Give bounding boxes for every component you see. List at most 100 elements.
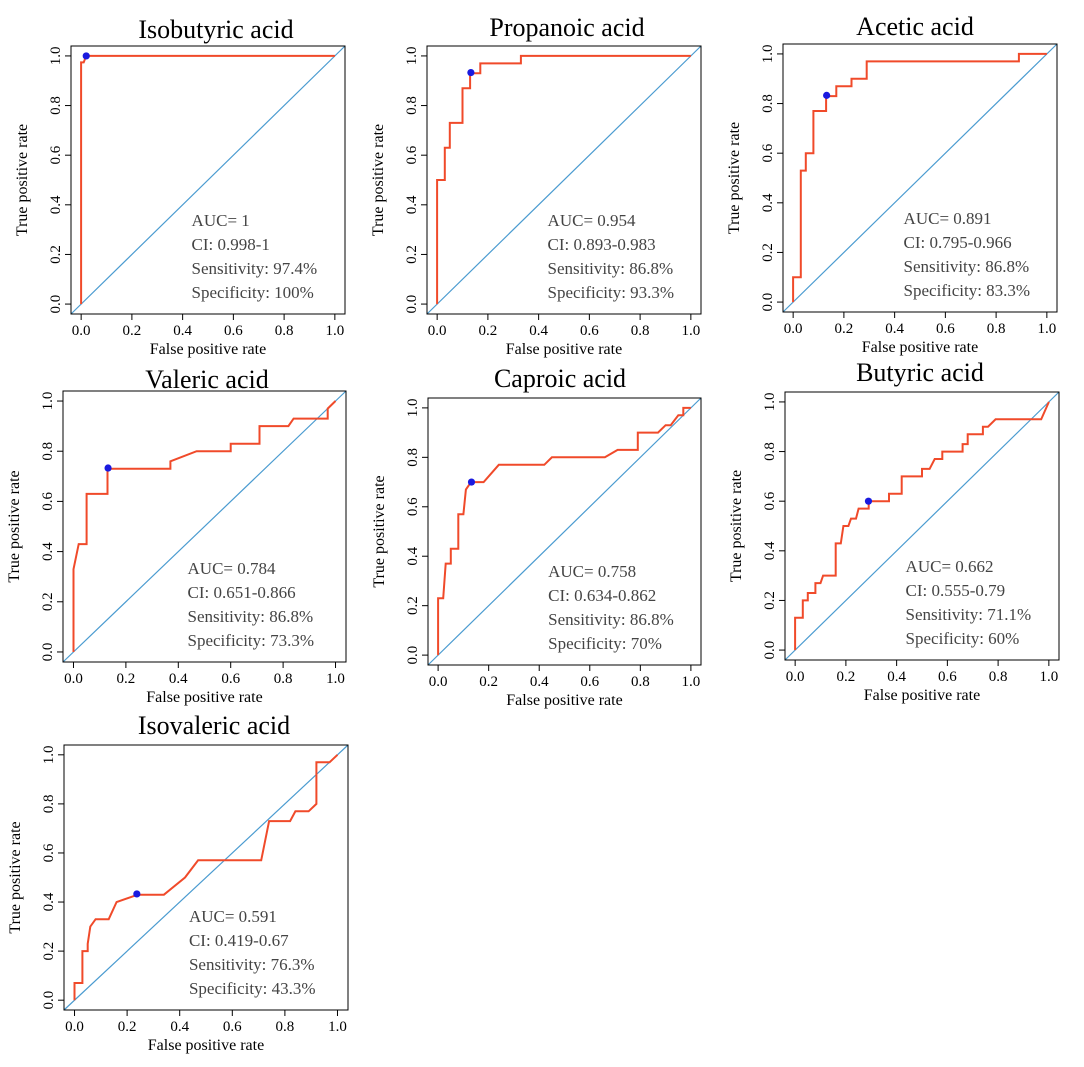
reference-diagonal xyxy=(63,744,349,1011)
y-tick-label: 0.8 xyxy=(40,442,56,461)
x-tick-label: 0.4 xyxy=(885,321,904,337)
cutoff-point xyxy=(864,497,873,505)
sensitivity-label: Sensitivity: 76.3% xyxy=(189,955,315,974)
auc-label: AUC= 0.591 xyxy=(189,907,277,926)
auc-label: AUC= 0.784 xyxy=(188,559,276,578)
sensitivity-label: Sensitivity: 86.8% xyxy=(904,257,1030,276)
y-tick-label: 0.6 xyxy=(41,843,57,862)
x-axis: 0.0 0.2 0.4 0.6 0.8 1.0 xyxy=(784,311,1056,337)
x-tick-label: 0.0 xyxy=(72,323,91,339)
y-tick-label: 1.0 xyxy=(760,45,776,64)
y-tick-label: 0.0 xyxy=(40,643,56,662)
y-axis: 0.0 0.2 0.4 0.6 0.8 1.0 xyxy=(760,45,784,312)
x-tick-label: 0.0 xyxy=(65,1019,84,1035)
y-axis: 0.0 0.2 0.4 0.6 0.8 1.0 xyxy=(405,399,429,665)
x-axis-title: False positive rate xyxy=(864,687,980,704)
ci-label: CI: 0.795-0.966 xyxy=(904,233,1012,252)
x-tick-label: 0.6 xyxy=(580,674,599,690)
chart-title: Caproic acid xyxy=(494,364,626,393)
x-tick-label: 0.6 xyxy=(224,323,243,339)
y-tick-label: 0.4 xyxy=(48,195,64,214)
x-tick-label: 0.4 xyxy=(173,323,192,339)
specificity-label: Specificity: 70% xyxy=(548,634,662,653)
ci-label: CI: 0.555-0.79 xyxy=(906,581,1006,600)
y-axis-title: True positive rate xyxy=(726,122,743,234)
x-tick-label: 0.6 xyxy=(936,321,955,337)
x-axis-title: False positive rate xyxy=(506,341,622,358)
x-tick-label: 0.6 xyxy=(580,323,599,339)
y-tick-label: 0.0 xyxy=(762,641,778,660)
y-tick-label: 0.2 xyxy=(760,243,776,262)
x-tick-label: 0.2 xyxy=(835,321,854,337)
x-tick-label: 0.4 xyxy=(887,669,906,685)
x-tick-label: 0.8 xyxy=(631,323,650,339)
y-tick-label: 1.0 xyxy=(41,745,57,764)
x-tick-label: 1.0 xyxy=(681,323,700,339)
y-tick-label: 0.8 xyxy=(405,448,421,467)
x-tick-label: 0.4 xyxy=(530,674,549,690)
ci-label: CI: 0.634-0.862 xyxy=(548,586,656,605)
roc-curve xyxy=(80,54,335,305)
auc-label: AUC= 0.662 xyxy=(906,557,994,576)
auc-label: AUC= 0.758 xyxy=(548,562,636,581)
auc-label: AUC= 0.891 xyxy=(904,209,992,228)
y-tick-label: 0.2 xyxy=(762,591,778,610)
y-axis: 0.0 0.2 0.4 0.6 0.8 1.0 xyxy=(404,47,428,313)
roc-curve xyxy=(437,406,691,656)
y-tick-label: 0.2 xyxy=(404,245,420,264)
y-axis: 0.0 0.2 0.4 0.6 0.8 1.0 xyxy=(48,47,72,314)
y-tick-label: 0.0 xyxy=(48,295,64,314)
x-tick-label: 0.8 xyxy=(276,1019,295,1035)
x-tick-label: 0.4 xyxy=(529,323,548,339)
y-tick-label: 0.8 xyxy=(404,96,420,115)
y-tick-label: 0.0 xyxy=(405,646,421,665)
x-axis: 0.0 0.2 0.4 0.6 0.8 1.0 xyxy=(786,659,1058,685)
chart-title: Propanoic acid xyxy=(489,13,644,42)
x-tick-label: 0.8 xyxy=(275,323,294,339)
y-axis: 0.0 0.2 0.4 0.6 0.8 1.0 xyxy=(41,745,65,1010)
x-axis: 0.0 0.2 0.4 0.6 0.8 1.0 xyxy=(428,313,700,339)
sensitivity-label: Sensitivity: 86.8% xyxy=(548,259,674,278)
specificity-label: Specificity: 73.3% xyxy=(188,631,315,650)
chart-title: Acetic acid xyxy=(856,12,974,41)
x-axis-title: False positive rate xyxy=(862,339,978,356)
cutoff-point xyxy=(467,478,476,486)
roc-curve xyxy=(73,754,339,1001)
cutoff-point xyxy=(467,68,475,77)
y-tick-label: 1.0 xyxy=(404,47,420,66)
x-tick-label: 0.2 xyxy=(118,1019,137,1035)
x-axis-title: False positive rate xyxy=(148,1037,264,1054)
specificity-label: Specificity: 43.3% xyxy=(189,979,316,998)
sensitivity-label: Sensitivity: 97.4% xyxy=(192,259,318,278)
y-tick-label: 0.4 xyxy=(40,542,56,561)
cutoff-point xyxy=(104,464,112,472)
x-axis: 0.0 0.2 0.4 0.6 0.8 1.0 xyxy=(429,664,700,690)
y-axis-title: True positive rate xyxy=(6,470,23,582)
cutoff-point xyxy=(82,52,90,60)
chart-title: Valeric acid xyxy=(145,365,268,394)
x-tick-label: 0.6 xyxy=(223,1019,242,1035)
y-tick-label: 0.0 xyxy=(760,293,776,312)
x-tick-label: 0.6 xyxy=(221,671,240,687)
y-tick-label: 0.8 xyxy=(762,442,778,461)
x-tick-label: 0.2 xyxy=(123,323,142,339)
y-axis-title: True positive rate xyxy=(14,124,31,236)
y-tick-label: 0.4 xyxy=(760,193,776,212)
y-tick-label: 1.0 xyxy=(762,393,778,412)
x-axis: 0.0 0.2 0.4 0.6 0.8 1.0 xyxy=(65,1009,347,1035)
chart-title: Isobutyric acid xyxy=(138,15,293,44)
reference-diagonal xyxy=(70,45,346,315)
auc-label: AUC= 0.954 xyxy=(548,211,636,230)
x-tick-label: 1.0 xyxy=(1037,321,1056,337)
y-tick-label: 0.4 xyxy=(404,195,420,214)
x-axis: 0.0 0.2 0.4 0.6 0.8 1.0 xyxy=(72,313,344,339)
reference-diagonal xyxy=(426,45,702,315)
y-tick-label: 0.8 xyxy=(41,795,57,814)
ci-label: CI: 0.893-0.983 xyxy=(548,235,656,254)
y-tick-label: 1.0 xyxy=(48,47,64,66)
y-tick-label: 0.6 xyxy=(40,492,56,511)
y-axis-title: True positive rate xyxy=(370,124,387,236)
